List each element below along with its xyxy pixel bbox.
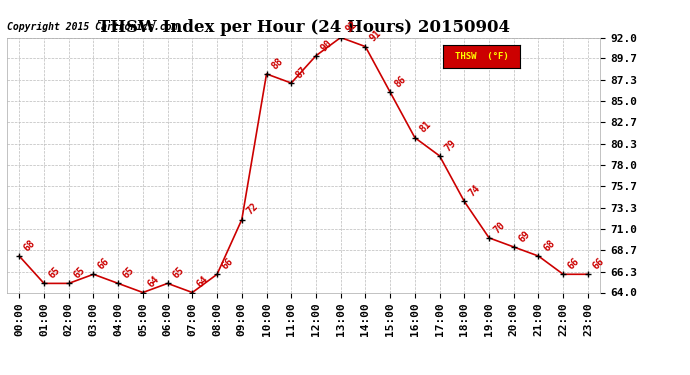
Text: 65: 65 — [121, 265, 137, 280]
Text: 68: 68 — [22, 238, 37, 253]
Text: Copyright 2015 Cartronics.com: Copyright 2015 Cartronics.com — [7, 22, 177, 32]
Text: 81: 81 — [417, 120, 433, 135]
Text: 66: 66 — [220, 256, 235, 272]
Text: 64: 64 — [195, 274, 210, 290]
Text: 72: 72 — [244, 201, 260, 217]
Text: 70: 70 — [492, 220, 507, 235]
Text: 88: 88 — [269, 56, 285, 71]
Text: 86: 86 — [393, 74, 408, 89]
Text: 66: 66 — [566, 256, 582, 272]
Text: 65: 65 — [170, 265, 186, 280]
Text: 65: 65 — [47, 265, 62, 280]
Text: 66: 66 — [591, 256, 606, 272]
Text: 66: 66 — [96, 256, 112, 272]
Text: 69: 69 — [517, 229, 532, 244]
Text: 64: 64 — [146, 274, 161, 290]
Text: 92: 92 — [344, 20, 359, 35]
Text: 65: 65 — [72, 265, 87, 280]
Title: THSW Index per Hour (24 Hours) 20150904: THSW Index per Hour (24 Hours) 20150904 — [97, 19, 510, 36]
Text: 68: 68 — [541, 238, 557, 253]
Text: 74: 74 — [467, 183, 482, 199]
Text: 91: 91 — [368, 28, 384, 44]
Text: 87: 87 — [294, 65, 309, 80]
Text: 90: 90 — [319, 38, 334, 53]
Text: 79: 79 — [442, 138, 457, 153]
